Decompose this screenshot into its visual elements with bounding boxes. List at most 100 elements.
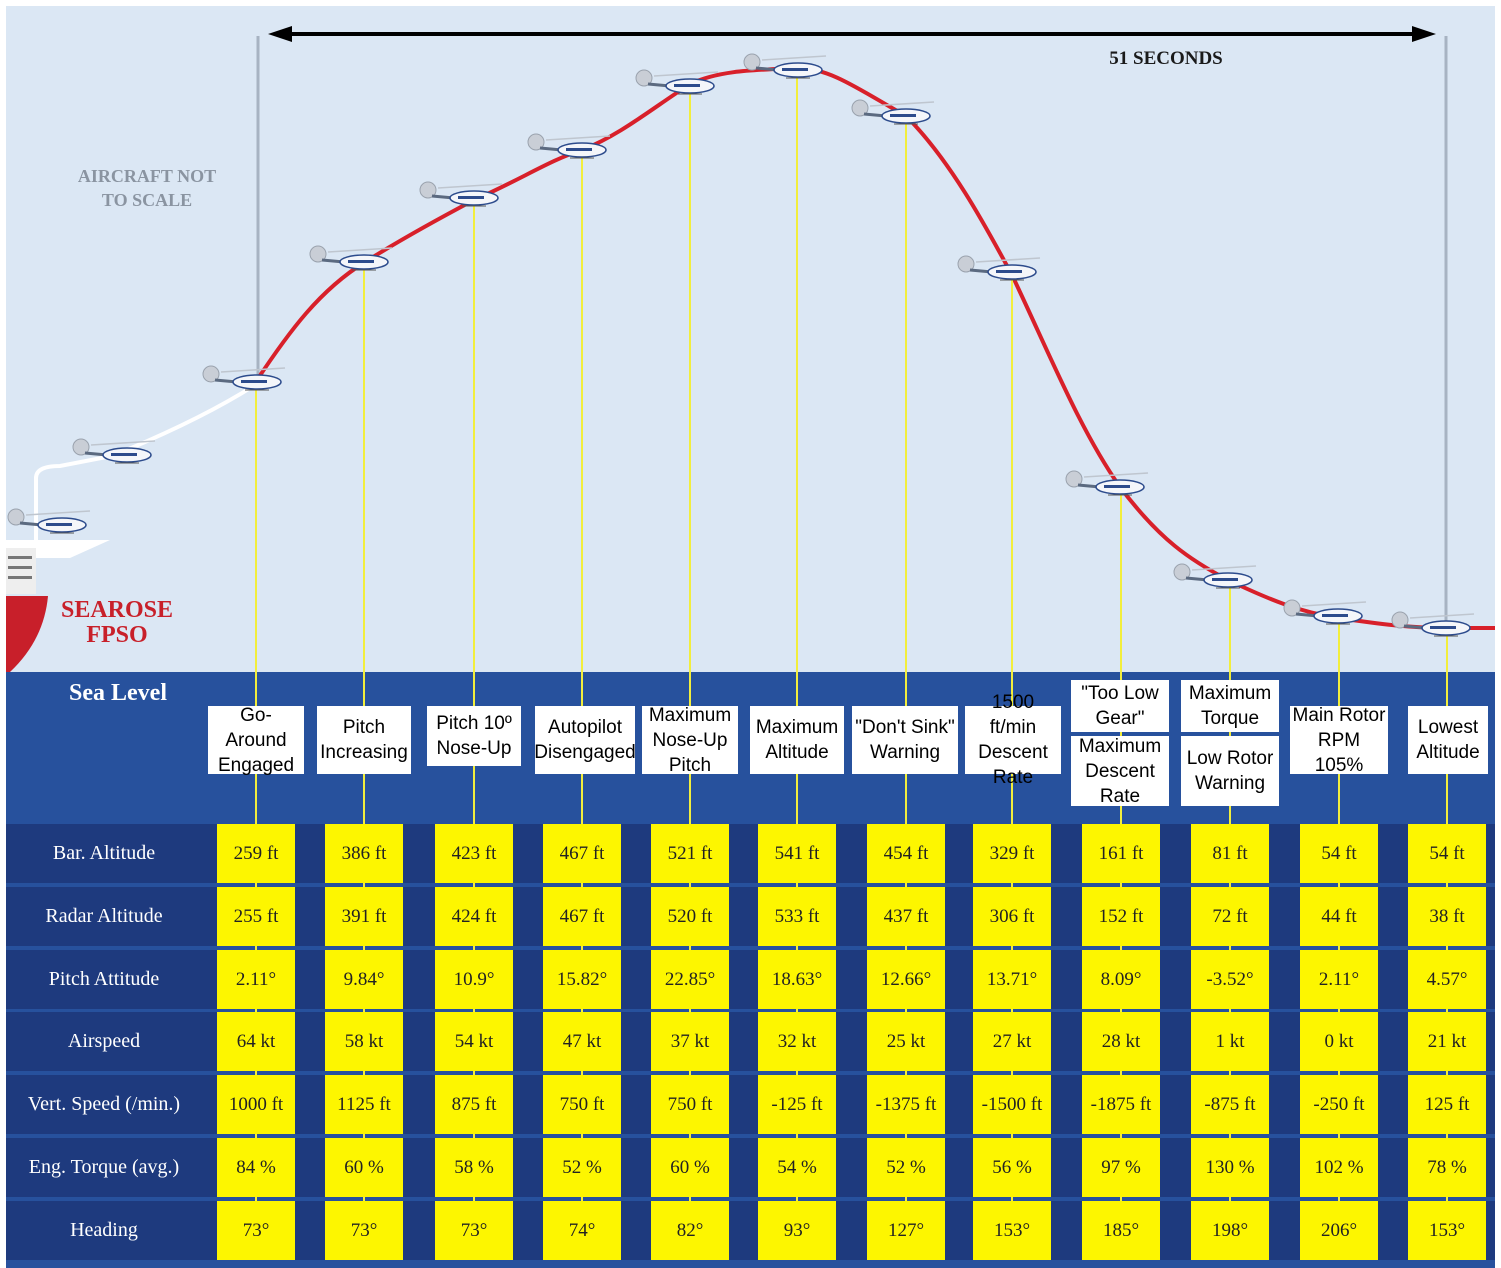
event-label-line: Rate bbox=[1099, 785, 1141, 807]
sea-level-label: Sea Level bbox=[69, 680, 167, 706]
table-cell: 13.71° bbox=[973, 950, 1051, 1009]
table-cell: 10.9° bbox=[435, 950, 513, 1009]
table-cell: 152 ft bbox=[1082, 887, 1160, 946]
table-cell: -250 ft bbox=[1300, 1075, 1378, 1134]
event-label-line: Maximum bbox=[1188, 683, 1272, 704]
event-label: Maximum Nose-Up Pitch bbox=[642, 705, 738, 776]
table-cell: 750 ft bbox=[651, 1075, 729, 1134]
helicopter-icon bbox=[851, 99, 935, 125]
table-cell: 78 % bbox=[1408, 1138, 1486, 1197]
table-cell: 54 % bbox=[758, 1138, 836, 1197]
table-cell: 52 % bbox=[867, 1138, 945, 1197]
table-cell: 73° bbox=[217, 1201, 295, 1260]
table-cell: 541 ft bbox=[758, 824, 836, 883]
table-cell: 9.84° bbox=[325, 950, 403, 1009]
table-cell: 0 kt bbox=[1300, 1012, 1378, 1071]
table-cell: 73° bbox=[435, 1201, 513, 1260]
event-label-line: Maximum bbox=[755, 717, 839, 738]
table-cell: 102 % bbox=[1300, 1138, 1378, 1197]
sky-background bbox=[6, 6, 1495, 672]
table-cell: 198° bbox=[1191, 1201, 1269, 1260]
table-cell: 424 ft bbox=[435, 887, 513, 946]
event-label-line: Warning bbox=[869, 742, 941, 763]
event-label: "Don't Sink" Warning bbox=[852, 706, 958, 774]
row-label: Heading bbox=[70, 1219, 138, 1241]
table-cell: 125 ft bbox=[1408, 1075, 1486, 1134]
event-label-line: Nose-Up bbox=[652, 729, 728, 751]
table-cell: 127° bbox=[867, 1201, 945, 1260]
row-label: Eng. Torque (avg.) bbox=[28, 1156, 180, 1178]
event-label-line: Autopilot bbox=[548, 717, 622, 738]
row-label: Vert. Speed (/min.) bbox=[27, 1093, 181, 1115]
table-cell: 454 ft bbox=[867, 824, 945, 883]
table-cell: 58 kt bbox=[325, 1012, 403, 1071]
table-cell: 520 ft bbox=[651, 887, 729, 946]
event-label-line: Altitude bbox=[1416, 742, 1480, 763]
event-label-line: 1500 ft/min bbox=[989, 692, 1037, 738]
table-cell: 44 ft bbox=[1300, 887, 1378, 946]
event-label: Go-Around Engaged bbox=[208, 704, 304, 776]
table-cell: 255 ft bbox=[217, 887, 295, 946]
table-cell: 259 ft bbox=[217, 824, 295, 883]
helicopter-icon bbox=[309, 245, 393, 271]
row-label: Airspeed bbox=[67, 1030, 141, 1052]
arrow-head-left bbox=[268, 26, 292, 42]
helicopter-icons bbox=[7, 53, 1475, 637]
scale-note-line2: TO SCALE bbox=[102, 190, 192, 210]
row-label: Pitch Attitude bbox=[48, 968, 160, 990]
helicopter-icon bbox=[72, 438, 156, 464]
event-label-line: Nose-Up bbox=[436, 738, 512, 759]
table-cell: 81 ft bbox=[1191, 824, 1269, 883]
table-cell: 467 ft bbox=[543, 824, 621, 883]
table-cell: 185° bbox=[1082, 1201, 1160, 1260]
vessel-type: FPSO bbox=[86, 622, 147, 648]
table-cell: 423 ft bbox=[435, 824, 513, 883]
table-cell: 161 ft bbox=[1082, 824, 1160, 883]
event-label-line: Pitch 10º bbox=[436, 713, 512, 734]
table-cell: 2.11° bbox=[1300, 950, 1378, 1009]
table-cell: 8.09° bbox=[1082, 950, 1160, 1009]
event-label-line: "Too Low bbox=[1081, 683, 1159, 704]
table-cell: 130 % bbox=[1191, 1138, 1269, 1197]
event-label-line: Warning bbox=[1194, 773, 1266, 794]
vessel-name: SEAROSE bbox=[61, 597, 173, 623]
table-cell: 1 kt bbox=[1191, 1012, 1269, 1071]
table-cell: 56 % bbox=[973, 1138, 1051, 1197]
table-cell: 60 % bbox=[651, 1138, 729, 1197]
table-cell: 93° bbox=[758, 1201, 836, 1260]
table-cell: 306 ft bbox=[973, 887, 1051, 946]
table-cell: 72 ft bbox=[1191, 887, 1269, 946]
event-label: Maximum Torque bbox=[1181, 680, 1279, 732]
table-cell: 153° bbox=[973, 1201, 1051, 1260]
event-label-line: Go-Around bbox=[225, 704, 287, 751]
event-label-line: Pitch bbox=[342, 717, 386, 738]
event-label: "Too Low Gear" bbox=[1071, 680, 1169, 732]
table-cell: 386 ft bbox=[325, 824, 403, 883]
table-cell: 12.66° bbox=[867, 950, 945, 1009]
table-cell: 21 kt bbox=[1408, 1012, 1486, 1071]
event-label-line: Torque bbox=[1200, 708, 1260, 729]
table-cell: 27 kt bbox=[973, 1012, 1051, 1071]
event-label-line: Gear" bbox=[1095, 708, 1145, 729]
table-cell: -1500 ft bbox=[973, 1075, 1051, 1134]
event-label-line: RPM 105% bbox=[1314, 729, 1364, 776]
scale-note-line1: AIRCRAFT NOT bbox=[78, 166, 216, 186]
table-cell: 18.63° bbox=[758, 950, 836, 1009]
table-cell: 206° bbox=[1300, 1201, 1378, 1260]
table-cell: 521 ft bbox=[651, 824, 729, 883]
event-label-line: Rate bbox=[992, 767, 1034, 788]
event-label-line: Descent bbox=[1085, 760, 1155, 782]
event-label-line: "Don't Sink" bbox=[855, 717, 955, 738]
table-cell: 391 ft bbox=[325, 887, 403, 946]
table-cell: 329 ft bbox=[973, 824, 1051, 883]
table-cell: 28 kt bbox=[1082, 1012, 1160, 1071]
table-cell: 84 % bbox=[217, 1138, 295, 1197]
table-cell: -875 ft bbox=[1191, 1075, 1269, 1134]
table-cell: 467 ft bbox=[543, 887, 621, 946]
event-label-line: Main Rotor bbox=[1292, 704, 1386, 726]
table-cell: -125 ft bbox=[758, 1075, 836, 1134]
event-label: Maximum Descent Rate bbox=[1071, 736, 1169, 807]
event-label-line: Low Rotor bbox=[1186, 748, 1274, 769]
event-label: Main Rotor RPM 105% bbox=[1290, 704, 1388, 776]
table-cell: 1000 ft bbox=[217, 1075, 295, 1134]
